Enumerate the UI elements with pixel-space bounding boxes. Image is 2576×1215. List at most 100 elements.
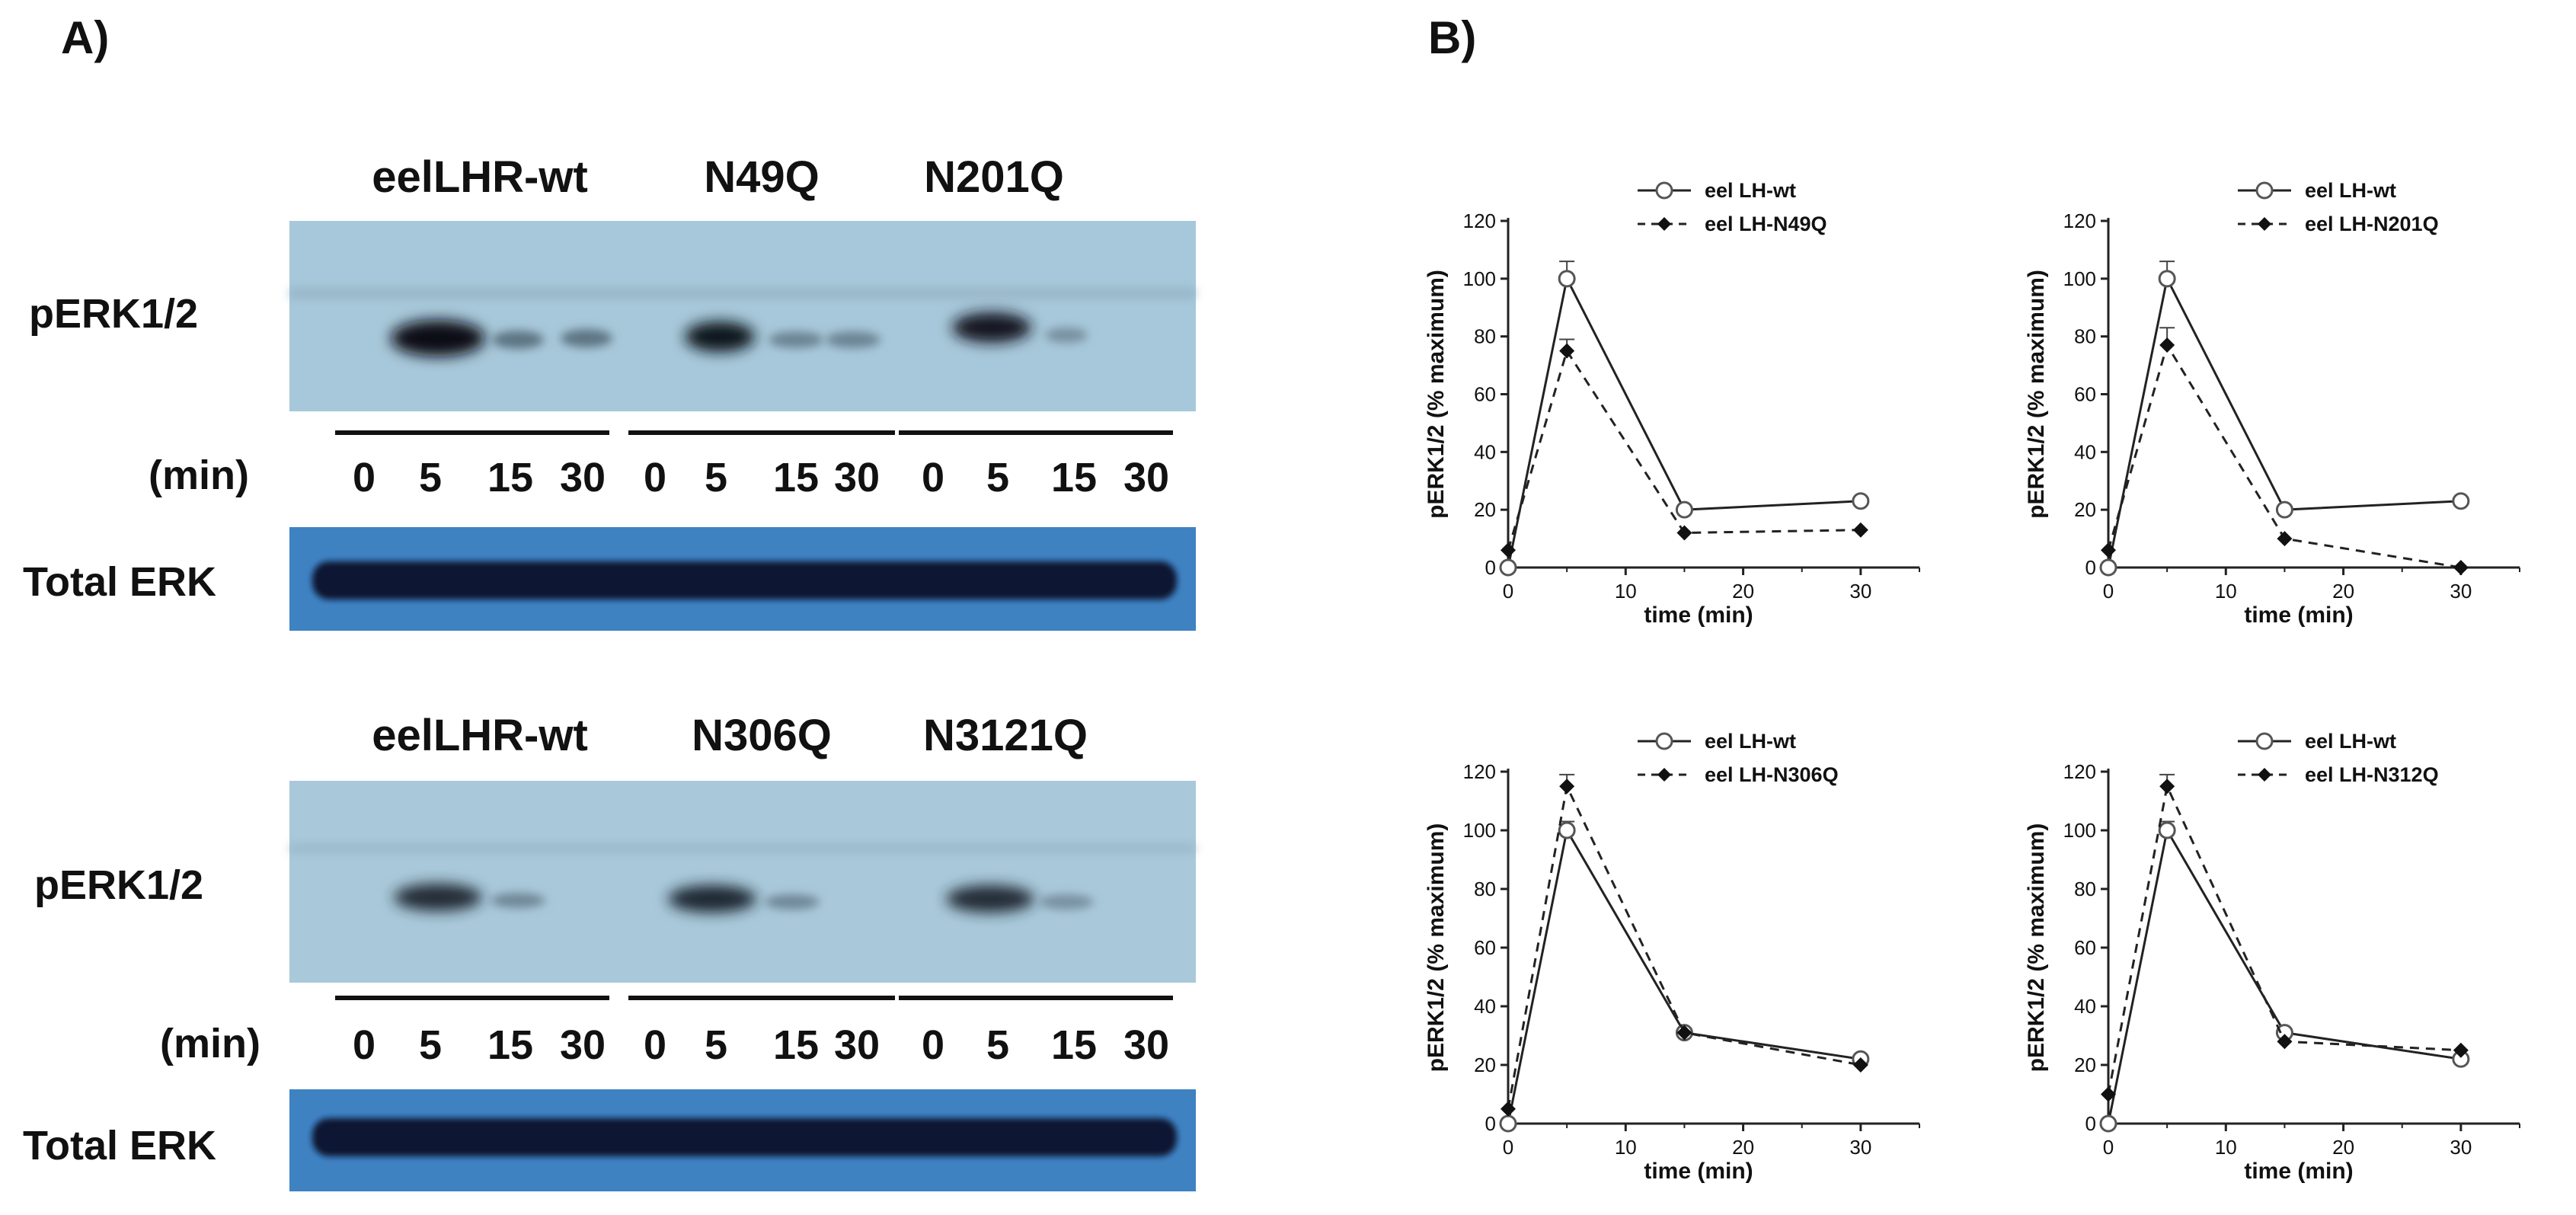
chart-4-series-1-line — [2107, 827, 2462, 1124]
chart-1-series-1-point-2 — [1675, 500, 1693, 519]
blot-2-total-membrane — [289, 1089, 1196, 1191]
chart-1-xtick-label-20: 20 — [1732, 580, 1754, 603]
chart-4-xtick-label-0: 0 — [2103, 1136, 2114, 1159]
blot-2-time-labels: 0 5 15 30 0 5 15 30 0 5 15 30 — [353, 1022, 1169, 1068]
blot-1-band-wt-5 — [391, 320, 485, 357]
chart-2-ytick-label-0: 0 — [2085, 556, 2096, 579]
chart-1-series-2-point-1 — [1559, 343, 1575, 359]
blot-1-time-15b: 15 — [773, 455, 819, 500]
chart-3-ytick-label-0: 0 — [1485, 1112, 1496, 1135]
chart-3-ytick-label-100: 100 — [1463, 819, 1496, 842]
blot-1-time-30: 30 — [560, 455, 606, 500]
blot-1-time-15c: 15 — [1051, 455, 1097, 500]
blot-2-time-5: 5 — [419, 1022, 442, 1068]
chart-2-ylabel: pERK1/2 (% maximum) — [2024, 270, 2049, 519]
chart-1-series-2-point-2 — [1676, 525, 1692, 541]
blot-1-group-label-3: N201Q — [924, 152, 1064, 202]
blot-2-time-0c: 0 — [922, 1022, 944, 1068]
chart-4-xtick-label-20: 20 — [2332, 1136, 2354, 1159]
chart-4-series-2-point-2 — [2277, 1034, 2293, 1050]
chart-2-series-1-point-2 — [2275, 500, 2293, 519]
blot-2: eelLHR-wt N306Q N3121Q pERK1/2 (min) 0 5… — [23, 711, 1196, 1191]
blot-1: eelLHR-wt N49Q N201Q pERK1/2 (min) 0 5 1… — [23, 152, 1196, 631]
blot-2-group-label-1: eelLHR-wt — [372, 711, 588, 760]
blot-2-band-n306q-15 — [765, 894, 820, 910]
blot-1-row-label-perk: pERK1/2 — [29, 291, 198, 337]
chart-2-series-1 — [2099, 261, 2470, 577]
blot-2-band-n3121q-15 — [1039, 894, 1094, 910]
blot-2-time-5c: 5 — [986, 1022, 1009, 1068]
chart-1-ylabel: pERK1/2 (% maximum) — [1424, 270, 1449, 519]
chart-1-series-2-line — [1507, 348, 1861, 551]
blot-1-time-0: 0 — [353, 455, 376, 500]
chart-2-ytick-label-40: 40 — [2074, 440, 2096, 463]
chart-2-xlabel: time (min) — [2244, 603, 2353, 628]
chart-1-legend-label-2: eel LH-N49Q — [1705, 213, 1827, 235]
blot-1-band-n49q-5 — [685, 321, 755, 352]
blot-1-time-30b: 30 — [834, 455, 880, 500]
chart-2-xtick-label-30: 30 — [2450, 580, 2472, 603]
chart-2-ytick-label-120: 120 — [2063, 209, 2096, 232]
line-charts: 0 20 40 60 80 100 120 0 10 20 30 time (min) pERK1/2 … — [1424, 179, 2520, 1184]
chart-1-series-1-point-0 — [1499, 558, 1517, 577]
blot-1-time-30c: 30 — [1123, 455, 1169, 500]
blot-1-perk-membrane — [289, 221, 1196, 411]
chart-4-series-1 — [2099, 820, 2470, 1133]
blot-1-group-label-2: N49Q — [704, 152, 820, 202]
chart-2: 0 20 40 60 80 100 120 0 10 20 30 time (min) pERK1/2 … — [2024, 179, 2520, 628]
chart-2-series-2 — [2101, 327, 2469, 575]
chart-4-ytick-label-20: 20 — [2074, 1054, 2096, 1076]
blot-1-time-15: 15 — [487, 455, 533, 500]
chart-3-legend-label-2: eel LH-N306Q — [1705, 763, 1839, 786]
chart-3-series-2-point-1 — [1559, 779, 1575, 795]
chart-3-xlabel: time (min) — [1644, 1159, 1753, 1184]
blot-2-time-15b: 15 — [773, 1022, 819, 1068]
chart-1-ytick-label-60: 60 — [1474, 383, 1496, 406]
chart-3-series-2-point-3 — [1852, 1057, 1868, 1073]
chart-2-series-1-point-3 — [2452, 492, 2470, 510]
blot-1-band-wt-15 — [492, 331, 544, 349]
chart-3-series-1-line — [1507, 827, 1862, 1124]
blot-2-time-0: 0 — [353, 1022, 376, 1068]
chart-4-legend-marker-2 — [2258, 768, 2271, 782]
blot-2-band-n306q-5 — [668, 885, 756, 913]
chart-2-xtick-label-10: 10 — [2215, 580, 2237, 603]
blot-1-band-wt-30 — [561, 329, 612, 347]
blot-2-group-label-2: N306Q — [692, 711, 832, 760]
chart-4-series-2 — [2101, 773, 2469, 1102]
blot-2-band-n3121q-5 — [946, 885, 1034, 913]
chart-2-legend-label-2: eel LH-N201Q — [2305, 213, 2439, 235]
blot-2-time-0b: 0 — [644, 1022, 666, 1068]
chart-1-legend-marker-1 — [1655, 181, 1673, 200]
chart-2-series-2-point-2 — [2277, 531, 2293, 547]
chart-4-legend-label-2: eel LH-N312Q — [2305, 763, 2439, 786]
chart-4-legend-marker-1 — [2255, 732, 2274, 750]
blot-2-row-label-perk: pERK1/2 — [34, 862, 203, 908]
blot-2-time-30c: 30 — [1123, 1022, 1169, 1068]
blot-1-band-n49q-15 — [769, 331, 823, 348]
chart-3-xtick-label-30: 30 — [1849, 1136, 1871, 1159]
blot-1-band-n201q-15 — [1045, 328, 1088, 343]
chart-2-ytick-label-60: 60 — [2074, 383, 2096, 406]
chart-2-ytick-label-80: 80 — [2074, 325, 2096, 348]
chart-4: 0 20 40 60 80 100 120 0 10 20 30 time (min) pERK1/2 … — [2024, 730, 2520, 1184]
chart-4-series-2-line — [2107, 782, 2461, 1095]
blot-1-time-5: 5 — [419, 455, 442, 500]
chart-3-series-2-point-2 — [1676, 1025, 1692, 1041]
chart-1-ytick-label-0: 0 — [1485, 556, 1496, 579]
blot-2-band-wt-15 — [491, 893, 545, 908]
chart-1-series-2-point-0 — [1501, 542, 1516, 558]
chart-2-ytick-label-100: 100 — [2063, 267, 2096, 290]
chart-3-legend-label-1: eel LH-wt — [1705, 730, 1796, 753]
blot-1-band-n201q-5 — [952, 312, 1031, 343]
chart-1-ytick-label-40: 40 — [1474, 440, 1496, 463]
chart-2-legend-label-1: eel LH-wt — [2305, 179, 2396, 202]
chart-1: 0 20 40 60 80 100 120 0 10 20 30 time (min) pERK1/2 … — [1424, 179, 1920, 628]
chart-2-series-2-point-0 — [2101, 542, 2116, 558]
blot-2-group-label-3: N3121Q — [923, 711, 1088, 760]
chart-3-series-1-point-1 — [1558, 821, 1576, 839]
chart-4-ytick-label-60: 60 — [2074, 936, 2096, 959]
chart-1-series-1-line — [1507, 275, 1861, 568]
chart-4-ytick-label-40: 40 — [2074, 995, 2096, 1018]
chart-2-ytick-label-20: 20 — [2074, 498, 2096, 521]
